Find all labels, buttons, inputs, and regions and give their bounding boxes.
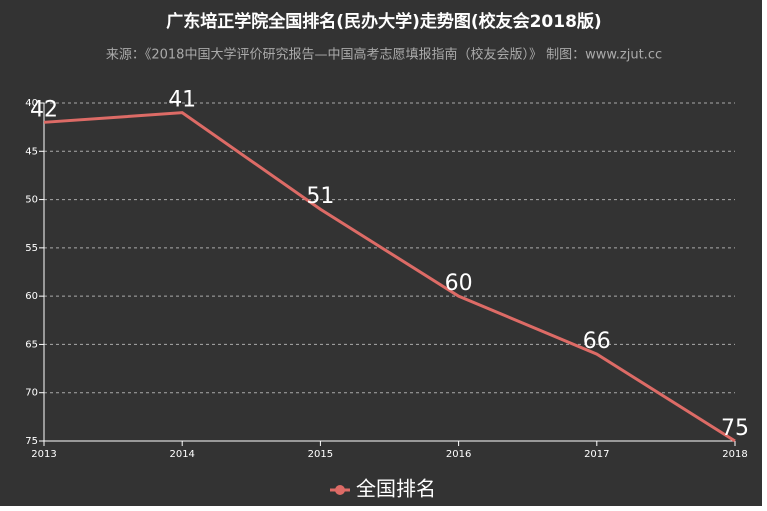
y-tick-label: 70 <box>25 388 38 399</box>
x-tick-label: 2016 <box>446 449 471 460</box>
y-tick-label: 40 <box>25 98 38 109</box>
y-tick-label: 45 <box>25 146 38 157</box>
legend-icon <box>335 485 345 495</box>
chart-subtitle: 来源：《2018中国大学评价研究报告—中国高考志愿填报指南（校友会版）》 制图：… <box>106 47 662 63</box>
y-tick-label: 75 <box>25 436 38 447</box>
x-tick-label: 2017 <box>584 449 609 460</box>
data-label: 66 <box>583 329 611 354</box>
y-tick-label: 65 <box>25 339 38 350</box>
x-tick-label: 2015 <box>308 449 333 460</box>
x-tick-label: 2013 <box>31 449 56 460</box>
data-label: 51 <box>306 184 334 209</box>
chart-title: 广东培正学院全国排名(民办大学)走势图(校友会2018版) <box>166 11 601 32</box>
y-tick-label: 60 <box>25 291 38 302</box>
data-label: 42 <box>30 97 58 122</box>
data-label: 75 <box>721 416 749 441</box>
data-label: 41 <box>168 88 196 113</box>
y-tick-label: 50 <box>25 195 38 206</box>
x-tick-label: 2018 <box>722 449 747 460</box>
line <box>43 111 736 443</box>
y-tick-label: 55 <box>25 243 38 254</box>
data-label: 60 <box>445 271 473 296</box>
x-tick-label: 2014 <box>169 449 194 460</box>
legend-label: 全国排名 <box>356 477 436 501</box>
